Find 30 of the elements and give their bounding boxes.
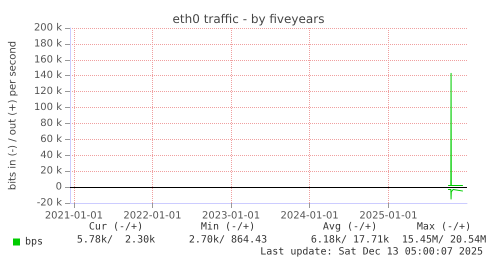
y-tick-label: 40 k	[40, 150, 62, 161]
y-axis-title: bits in (-) / out (+) per second	[8, 40, 18, 190]
chart-title: eth0 traffic - by fiveyears	[172, 12, 324, 26]
text: Last update: Sat Dec 13 05:00:07 2025	[260, 246, 483, 258]
text: Max (-/+)	[416, 222, 472, 232]
x-tick-label: 2023-01-01	[202, 210, 260, 222]
text: Min (-/+)	[200, 222, 256, 232]
text: Avg (-/+)	[322, 222, 378, 232]
y-tick-label: 160 k	[34, 54, 62, 66]
text: 6.18k/ 17.71k	[310, 234, 390, 246]
text: Cur (-/+)	[88, 222, 144, 232]
text: 5.78k/ 2.30k	[76, 234, 156, 246]
y-tick-label: 80 k	[40, 118, 62, 129]
y-tick-label: 200 k	[34, 22, 62, 34]
x-tick-label: 2025-01-01	[359, 210, 418, 222]
y-tick-label: 140 k	[34, 70, 62, 82]
x-tick-label: 2024-01-01	[280, 210, 339, 222]
text: 15.45M/ 20.54M	[402, 234, 486, 246]
text: 2.70k/ 864.43	[188, 234, 268, 246]
y-tick-label: 120 k	[34, 86, 62, 98]
y-tick-label: 180 k	[34, 38, 62, 50]
y-tick-label: 20 k	[40, 166, 62, 177]
y-tick-label: 0	[56, 182, 62, 193]
y-tick-label: -20 k	[36, 198, 62, 208]
line-series	[448, 188, 464, 200]
x-tick-label: 2022-01-01	[123, 210, 182, 222]
x-tick-label: 2021-01-01	[44, 210, 103, 222]
legend-label: bps	[25, 236, 44, 248]
y-tick-label: 60 k	[40, 134, 62, 145]
y-tick-label: 100 k	[34, 102, 62, 114]
